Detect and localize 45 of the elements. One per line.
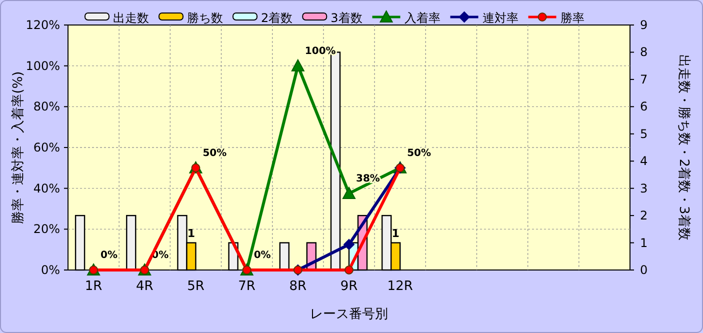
- x-tick-label: 5R: [187, 279, 204, 294]
- x-tick-label: 7R: [238, 279, 256, 294]
- legend-label: 勝率: [560, 11, 584, 25]
- y-tick-label: 20%: [33, 222, 60, 236]
- y2-tick-label: 9: [640, 18, 648, 32]
- y2-tick-label: 0: [640, 263, 648, 277]
- y-tick-label: 80%: [33, 100, 60, 114]
- y-tick-label: 120%: [26, 18, 60, 32]
- y-tick-label: 40%: [33, 181, 60, 196]
- x-tick-label: 12R: [387, 279, 413, 294]
- data-label: 50%: [202, 148, 227, 159]
- x-tick-label: 8R: [289, 279, 307, 294]
- y2-tick-label: 4: [640, 154, 648, 168]
- legend-label: 入着率: [404, 11, 440, 25]
- y2-tick-label: 3: [640, 181, 648, 196]
- data-label: 0%: [100, 250, 118, 261]
- legend-label: 勝ち数: [187, 11, 223, 25]
- point: [291, 59, 304, 72]
- y2-tick-label: 5: [640, 126, 648, 141]
- y2-tick-label: 7: [640, 72, 648, 86]
- y-tick-label: 60%: [33, 140, 60, 154]
- data-label: 1: [392, 226, 400, 240]
- y2-tick-label: 8: [640, 45, 648, 60]
- y-axis-title: 勝率・連対率・入着率(%): [10, 71, 26, 224]
- x-tick-label: 9R: [340, 279, 358, 294]
- legend-label: 出走数: [113, 11, 149, 25]
- y-tick-label: 0%: [40, 263, 60, 277]
- data-label: 1: [187, 226, 196, 240]
- x-axis-title: レース番号別: [310, 307, 388, 322]
- legend-label: 3着数: [330, 11, 362, 25]
- legend-label: 2着数: [261, 11, 293, 25]
- y2-axis-title: 出走数・勝ち数・2着数・3着数: [676, 54, 692, 240]
- point: [344, 238, 354, 250]
- legend-label: 連対率: [482, 11, 518, 25]
- data-label: 50%: [407, 148, 432, 159]
- data-label: 100%: [304, 46, 336, 57]
- y2-tick-label: 1: [640, 236, 648, 250]
- y2-tick-label: 2: [640, 208, 648, 223]
- x-tick-label: 4R: [136, 279, 154, 294]
- point: [342, 186, 356, 199]
- y2-tick-label: 6: [640, 100, 648, 114]
- data-label: 0%: [254, 250, 271, 261]
- x-tick-label: 1R: [84, 279, 102, 294]
- point: [344, 266, 354, 274]
- y-tick-label: 100%: [26, 58, 60, 73]
